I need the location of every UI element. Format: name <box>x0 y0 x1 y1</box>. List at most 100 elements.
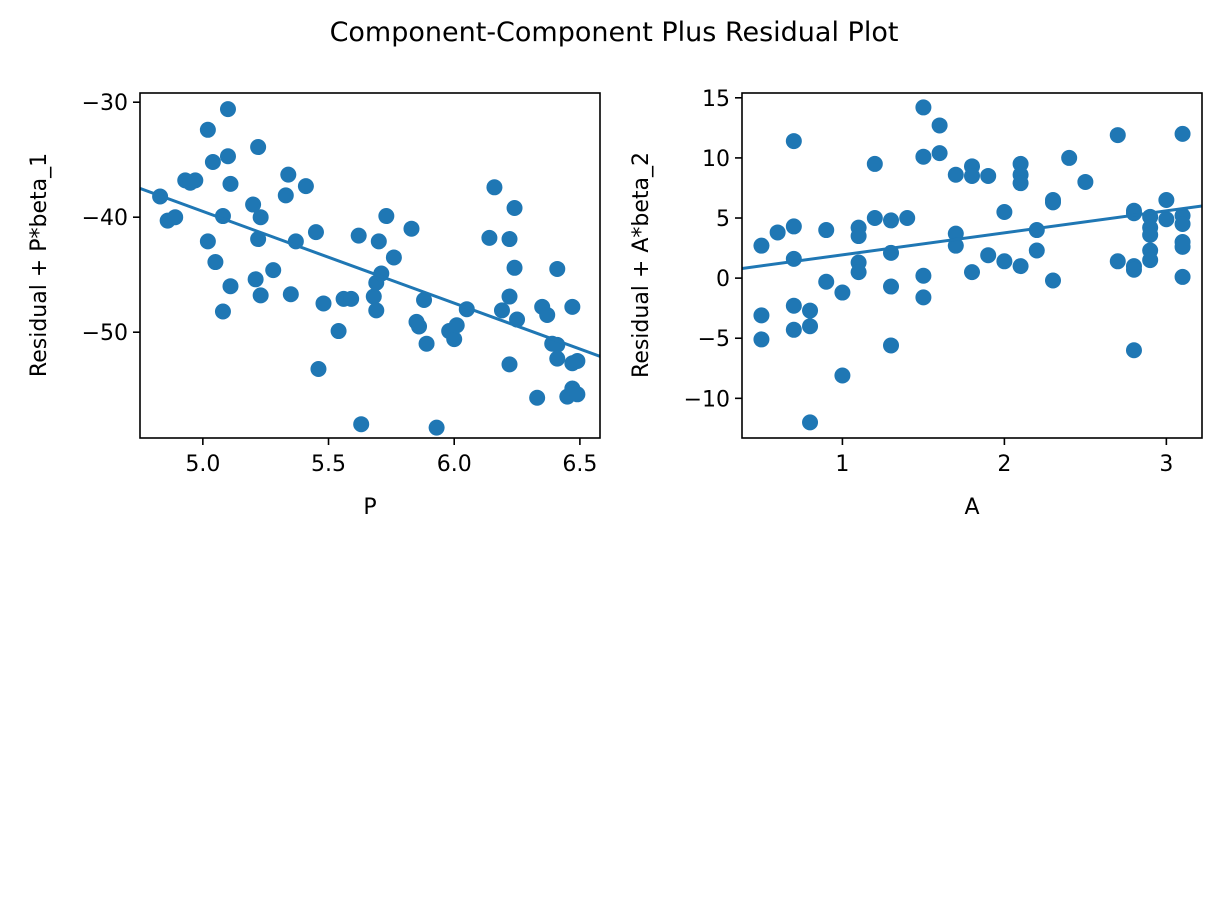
right-ytick-label-5: −10 <box>684 387 730 412</box>
right-point-11 <box>802 414 819 431</box>
left-point-60 <box>506 259 523 276</box>
left-point-21 <box>252 287 269 304</box>
left-point-58 <box>501 356 518 373</box>
left-point-2 <box>167 209 184 226</box>
left-ytick-label-0: −30 <box>82 91 128 116</box>
right-point-24 <box>883 278 900 295</box>
right-point-27 <box>915 99 932 116</box>
left-point-68 <box>549 350 566 367</box>
left-point-31 <box>330 323 347 340</box>
left-point-50 <box>446 331 463 348</box>
right-point-60 <box>1125 342 1142 359</box>
left-point-41 <box>378 208 395 225</box>
left-point-5 <box>187 172 204 189</box>
right-xtick-label-0: 1 <box>835 452 849 477</box>
left-point-55 <box>493 302 510 319</box>
right-point-40 <box>980 247 997 264</box>
right-point-25 <box>883 337 900 354</box>
right-point-20 <box>866 155 883 172</box>
right-point-33 <box>947 166 964 183</box>
right-point-45 <box>1012 175 1029 192</box>
left-point-19 <box>250 231 267 248</box>
right-point-5 <box>785 218 802 235</box>
right-ytick-label-3: 0 <box>716 267 730 292</box>
left-point-33 <box>343 290 360 307</box>
left-point-54 <box>486 179 503 196</box>
right-point-65 <box>1142 252 1159 269</box>
right-point-28 <box>915 148 932 165</box>
right-point-72 <box>1174 238 1191 255</box>
left-subplot: P Residual + P*beta_1 5.0 5.5 6.0 6.5 −30 −40… <box>27 91 601 520</box>
left-point-62 <box>529 389 546 406</box>
right-point-50 <box>1044 194 1061 211</box>
right-point-15 <box>834 367 851 384</box>
right-points <box>753 99 1191 431</box>
right-point-6 <box>785 250 802 267</box>
left-fit-line <box>140 187 600 358</box>
left-xtick-label-2: 6.0 <box>437 452 472 477</box>
left-point-29 <box>310 361 327 377</box>
right-ytick-label-0: 15 <box>702 87 730 112</box>
left-point-51 <box>448 317 465 334</box>
right-point-70 <box>1174 216 1191 233</box>
right-point-35 <box>947 237 964 254</box>
right-point-22 <box>883 212 900 229</box>
right-point-29 <box>915 267 932 284</box>
right-fit-line <box>742 204 1202 270</box>
left-point-45 <box>411 318 428 335</box>
left-point-56 <box>501 231 518 248</box>
left-point-38 <box>368 302 385 319</box>
right-point-19 <box>850 264 867 281</box>
left-ytick-label-1: −40 <box>82 206 128 231</box>
right-point-17 <box>850 228 867 245</box>
left-point-70 <box>564 298 581 315</box>
left-point-48 <box>428 419 445 436</box>
left-axes-frame <box>139 92 601 439</box>
left-point-64 <box>539 306 556 323</box>
right-point-41 <box>996 204 1013 221</box>
right-point-4 <box>785 133 802 150</box>
right-point-68 <box>1174 125 1191 142</box>
right-point-14 <box>834 284 851 301</box>
left-point-39 <box>370 233 387 250</box>
left-point-43 <box>403 220 420 237</box>
left-point-46 <box>416 292 433 308</box>
right-point-13 <box>818 273 835 290</box>
right-point-55 <box>1109 253 1126 270</box>
right-point-0 <box>753 237 770 254</box>
right-point-37 <box>964 167 980 184</box>
right-ytick-label-1: 10 <box>702 147 730 172</box>
left-point-36 <box>365 288 382 305</box>
left-point-57 <box>501 288 518 305</box>
right-point-26 <box>899 210 916 227</box>
left-point-34 <box>350 227 367 244</box>
figure-title: Component-Component Plus Residual Plot <box>330 17 899 48</box>
left-point-73 <box>569 352 586 369</box>
right-point-42 <box>996 253 1013 270</box>
left-ytick-label-2: −50 <box>82 321 128 346</box>
left-point-66 <box>549 260 566 277</box>
right-axes-frame <box>741 92 1203 439</box>
left-point-53 <box>481 229 498 246</box>
left-point-14 <box>222 175 239 192</box>
left-point-6 <box>199 121 216 138</box>
right-point-31 <box>931 117 948 134</box>
right-point-51 <box>1044 272 1061 289</box>
right-point-9 <box>802 302 819 319</box>
right-point-47 <box>1028 222 1045 239</box>
right-point-59 <box>1125 261 1142 278</box>
right-xtick-label-2: 3 <box>1159 452 1173 477</box>
right-point-8 <box>785 321 802 338</box>
left-xtick-label-3: 6.5 <box>562 452 597 477</box>
left-point-22 <box>265 262 282 279</box>
left-point-23 <box>277 187 294 204</box>
right-point-2 <box>753 331 770 348</box>
left-point-15 <box>222 278 239 295</box>
right-point-21 <box>866 210 883 227</box>
left-point-7 <box>199 233 216 250</box>
right-point-73 <box>1174 268 1191 285</box>
right-xtick-label-1: 2 <box>997 452 1011 477</box>
right-point-7 <box>785 297 802 314</box>
right-point-39 <box>980 167 997 184</box>
